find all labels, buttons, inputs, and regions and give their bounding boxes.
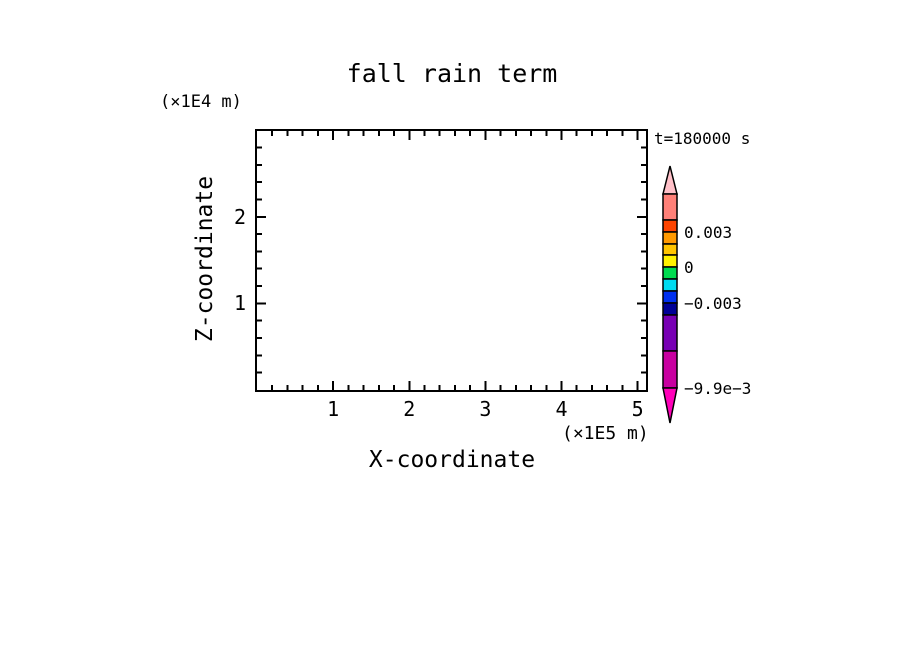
y-tick-label: 2 <box>233 204 246 229</box>
colorbar-segment <box>662 302 678 316</box>
x-tick-label: 1 <box>327 397 340 421</box>
colorbar-segment <box>662 387 678 424</box>
colorbar-segment <box>662 266 678 280</box>
x-axis-unit-label: (×1E5 m) <box>562 423 649 444</box>
colorbar-segment <box>662 290 678 304</box>
axis-ticks <box>257 131 646 390</box>
colorbar-segment <box>662 350 678 389</box>
y-tick-label: 1 <box>233 291 246 316</box>
y-axis-title: Z-coordinate <box>192 175 218 343</box>
plot-area <box>255 129 648 392</box>
colorbar-segment <box>662 219 678 233</box>
colorbar <box>662 165 678 424</box>
colorbar-segment <box>662 231 678 245</box>
timestamp-label: t=180000 s <box>654 129 751 148</box>
colorbar-segment <box>662 278 678 292</box>
colorbar-tick-label: −0.003 <box>684 294 742 313</box>
colorbar-segment <box>662 314 678 352</box>
colorbar-segment <box>662 193 678 221</box>
colorbar-segment <box>662 165 678 195</box>
chart-title: fall rain term <box>346 59 558 88</box>
x-tick-label: 3 <box>479 397 492 421</box>
colorbar-segment <box>662 243 678 256</box>
colorbar-tick-label: 0.003 <box>684 223 733 242</box>
colorbar-tick-label: 0 <box>684 258 694 277</box>
colorbar-tick-label: −9.9e−3 <box>684 379 752 398</box>
x-tick-label: 5 <box>631 397 644 421</box>
x-axis-title: X-coordinate <box>368 447 536 473</box>
y-axis-unit-label: (×1E4 m) <box>160 92 242 112</box>
x-tick-label: 2 <box>403 397 416 421</box>
colorbar-segment <box>662 254 678 268</box>
x-tick-label: 4 <box>555 397 568 421</box>
